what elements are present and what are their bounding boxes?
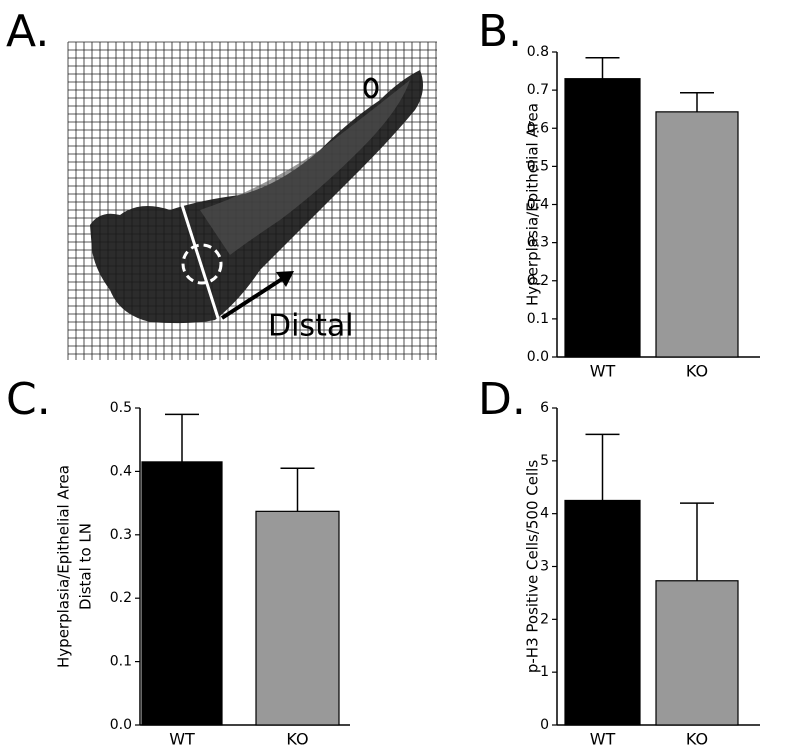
bar: [564, 499, 641, 726]
panel-label: B.: [478, 6, 522, 57]
y-tick-label: 0.1: [110, 654, 132, 670]
panel-label: D.: [478, 374, 526, 425]
y-axis-label: Hyperplasia/Epithelial Area: [55, 465, 73, 668]
bar: [141, 461, 223, 726]
y-tick-label: 0.5: [527, 158, 549, 174]
x-tick-label: WT: [169, 730, 195, 749]
y-tick-label: 6: [540, 400, 549, 416]
y-tick-label: 0.3: [110, 527, 132, 543]
bar-chart: B. Hyperplasia/Epithelial Area 0.0 0.1 0.2 0.…: [478, 6, 760, 381]
y-tick-label: 4: [540, 506, 549, 522]
bar: [655, 111, 739, 358]
boundary-line: [180, 204, 220, 319]
y-tick-label: 0.4: [527, 197, 549, 213]
x-tick-label: KO: [686, 362, 708, 381]
y-tick-label: 1: [540, 664, 549, 680]
y-axis-label: Hyperplasia/Epithelial Area: [524, 103, 542, 306]
y-tick-label: 0.7: [527, 82, 549, 98]
y-tick-label: 0.2: [110, 590, 132, 606]
bar: [255, 510, 340, 726]
y-axis-label: p-H3 Positive Cells/500 Cells: [524, 460, 542, 673]
y-tick-label: 0.0: [110, 717, 132, 733]
bar-chart: C. Hyperplasia/Epithelial Area Distal to L…: [6, 374, 350, 749]
lymph-node-circle: [181, 243, 223, 285]
arrow-shaft: [220, 277, 284, 320]
y-tick-label: 5: [540, 453, 549, 469]
x-tick-label: KO: [686, 730, 708, 749]
tissue-shape: [200, 80, 410, 255]
y-tick-label: 0.1: [527, 311, 549, 327]
image-annotation: Distal: [268, 309, 354, 344]
y-tick-label: 0.6: [527, 120, 549, 136]
y-tick-label: 2: [540, 611, 549, 627]
y-axis-label: Distal to LN: [77, 523, 95, 610]
x-tick-label: WT: [590, 730, 616, 749]
y-tick-label: 0.3: [527, 235, 549, 251]
x-tick-label: WT: [590, 362, 616, 381]
bar-chart: D. p-H3 Positive Cells/500 Cells 0 1 2 3 4 5 6 WT…: [478, 374, 760, 749]
x-tick-label: KO: [286, 730, 308, 749]
panel-a-image: Distal A.: [6, 6, 437, 360]
arrow-head: [276, 271, 294, 287]
bar: [655, 580, 739, 726]
panel-label: A.: [6, 6, 49, 57]
y-tick-label: 0.0: [527, 349, 549, 365]
y-tick-label: 0.8: [527, 44, 549, 60]
y-tick-label: 0.5: [110, 400, 132, 416]
bar: [564, 78, 641, 358]
y-tick-label: 0: [540, 717, 549, 733]
lymph-node-mark: [363, 77, 379, 99]
y-tick-label: 3: [540, 559, 549, 575]
panel-label: C.: [6, 374, 51, 425]
y-tick-label: 0.2: [527, 273, 549, 289]
y-tick-label: 0.4: [110, 463, 132, 479]
